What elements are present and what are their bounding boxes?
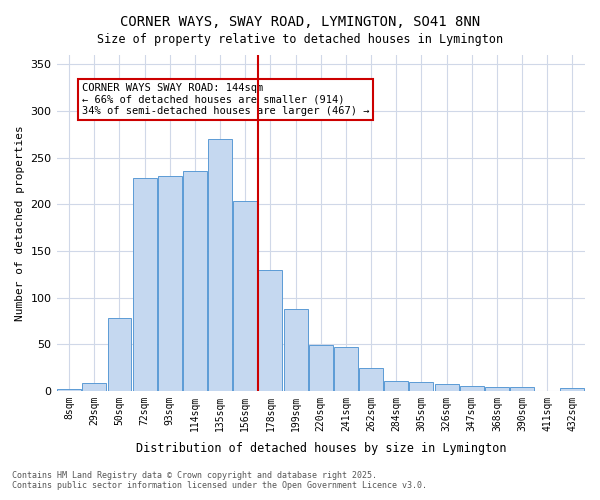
- Bar: [409, 382, 433, 391]
- Bar: [284, 308, 308, 391]
- Bar: [485, 387, 509, 391]
- Bar: [259, 270, 283, 391]
- Bar: [560, 388, 584, 391]
- Bar: [359, 368, 383, 391]
- Text: CORNER WAYS SWAY ROAD: 144sqm
← 66% of detached houses are smaller (914)
34% of : CORNER WAYS SWAY ROAD: 144sqm ← 66% of d…: [82, 83, 369, 116]
- Bar: [460, 386, 484, 391]
- X-axis label: Distribution of detached houses by size in Lymington: Distribution of detached houses by size …: [136, 442, 506, 455]
- Bar: [107, 318, 131, 391]
- Text: Size of property relative to detached houses in Lymington: Size of property relative to detached ho…: [97, 32, 503, 46]
- Y-axis label: Number of detached properties: Number of detached properties: [15, 125, 25, 321]
- Bar: [434, 384, 458, 391]
- Bar: [385, 380, 408, 391]
- Bar: [233, 202, 257, 391]
- Bar: [309, 345, 333, 391]
- Text: CORNER WAYS, SWAY ROAD, LYMINGTON, SO41 8NN: CORNER WAYS, SWAY ROAD, LYMINGTON, SO41 …: [120, 15, 480, 29]
- Bar: [133, 178, 157, 391]
- Text: Contains HM Land Registry data © Crown copyright and database right 2025.
Contai: Contains HM Land Registry data © Crown c…: [12, 470, 427, 490]
- Bar: [158, 176, 182, 391]
- Bar: [57, 389, 81, 391]
- Bar: [510, 387, 534, 391]
- Bar: [334, 347, 358, 391]
- Bar: [183, 170, 207, 391]
- Bar: [82, 384, 106, 391]
- Bar: [208, 139, 232, 391]
